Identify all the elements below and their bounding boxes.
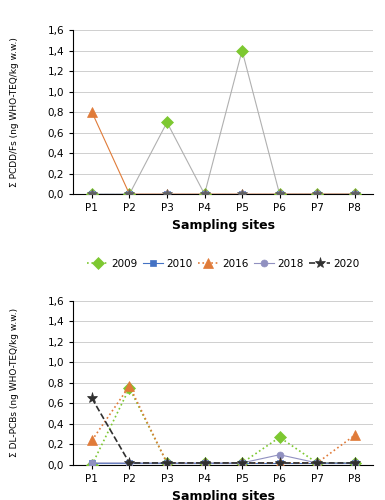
Y-axis label: Σ PCDD/Fs (ng WHO-TEQ/kg w.w.): Σ PCDD/Fs (ng WHO-TEQ/kg w.w.) bbox=[10, 37, 19, 187]
Legend: 2009, 2010, 2016, 2018, 2020: 2009, 2010, 2016, 2018, 2020 bbox=[85, 257, 362, 271]
Y-axis label: Σ DL-PCBs (ng WHO-TEQ/kg w.w.): Σ DL-PCBs (ng WHO-TEQ/kg w.w.) bbox=[10, 308, 19, 458]
X-axis label: Sampling sites: Sampling sites bbox=[172, 490, 275, 500]
X-axis label: Sampling sites: Sampling sites bbox=[172, 218, 275, 232]
